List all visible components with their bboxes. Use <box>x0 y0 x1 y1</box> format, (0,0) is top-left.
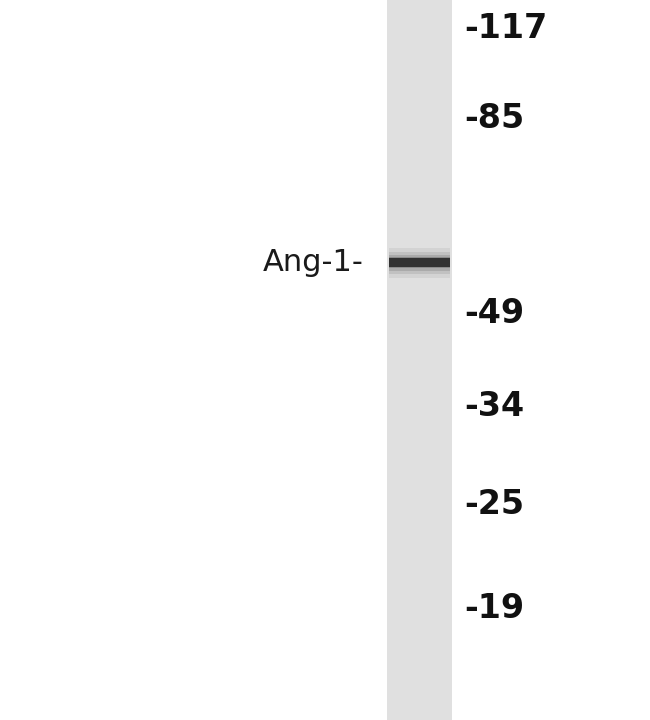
Text: Ang-1-: Ang-1- <box>263 248 364 277</box>
Bar <box>389 248 450 278</box>
Bar <box>389 257 450 269</box>
Bar <box>387 0 452 720</box>
Bar <box>389 255 450 271</box>
Bar <box>389 258 450 267</box>
Text: -25: -25 <box>465 487 525 521</box>
Text: -117: -117 <box>465 12 548 45</box>
Text: -85: -85 <box>465 102 525 135</box>
Text: -19: -19 <box>465 592 525 625</box>
Bar <box>389 252 450 274</box>
Text: -49: -49 <box>465 297 525 330</box>
Text: -34: -34 <box>465 390 525 423</box>
